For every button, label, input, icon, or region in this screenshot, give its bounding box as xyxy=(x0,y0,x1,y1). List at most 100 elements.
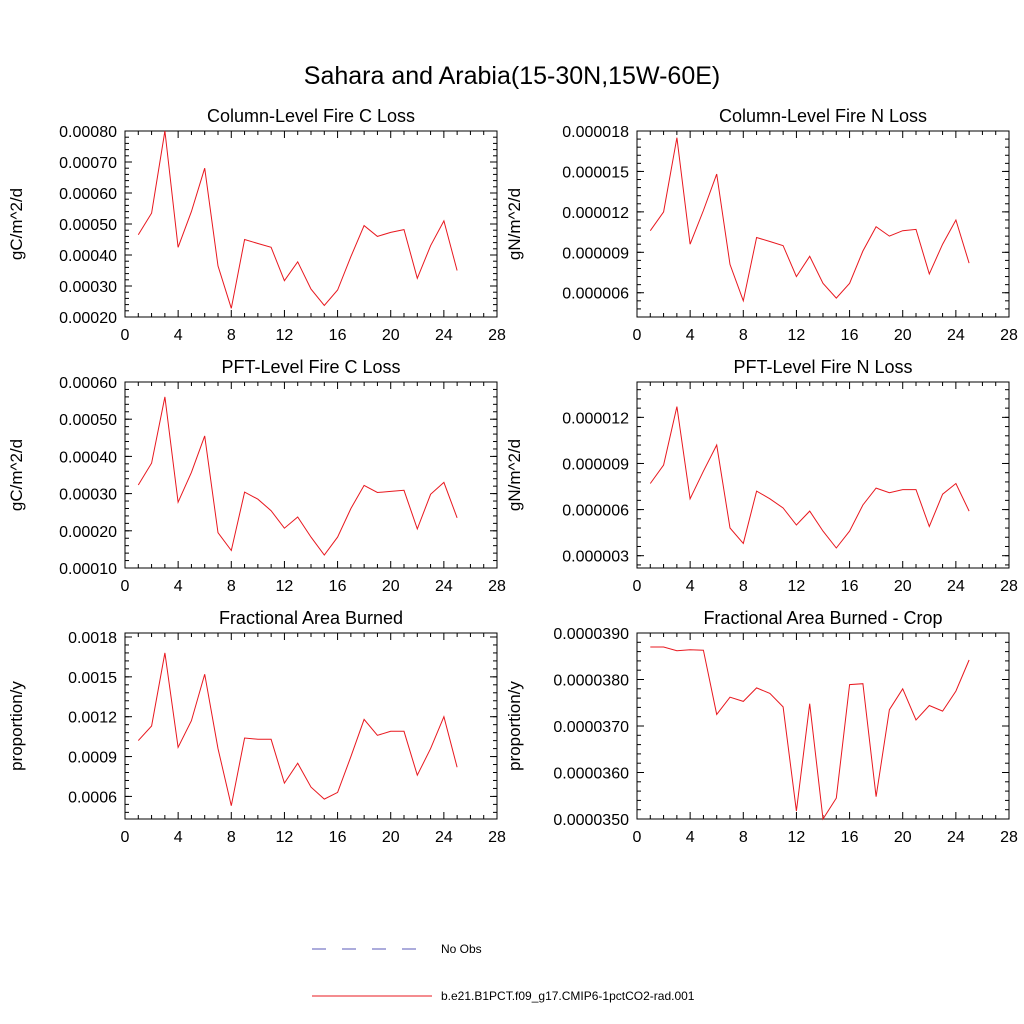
x-tick-label: 20 xyxy=(894,327,912,344)
series-line xyxy=(137,396,458,556)
y-tick-label: 0.00030 xyxy=(59,279,117,296)
panel-title: Fractional Area Burned xyxy=(219,608,403,628)
y-tick-label: 0.00050 xyxy=(59,412,117,429)
panel-title: Column-Level Fire N Loss xyxy=(719,106,927,126)
plot-frame xyxy=(124,381,498,569)
x-tick-label: 16 xyxy=(329,578,347,595)
y-tick-label: 0.0000390 xyxy=(553,626,629,643)
x-tick-label: 20 xyxy=(894,829,912,846)
y-tick-label: 0.00040 xyxy=(59,449,117,466)
chart-panel-3: 0 4 8 12 16 20 24 28 0.00010 0.00020 0.00030 0.0004… xyxy=(7,357,506,595)
x-tick-label: 0 xyxy=(121,829,130,846)
y-tick-label: 0.0009 xyxy=(68,750,117,767)
x-tick-label: 16 xyxy=(841,327,859,344)
y-tick-label: 0.00080 xyxy=(59,124,117,141)
series-line xyxy=(137,130,458,309)
y-tick-label: 0.0000380 xyxy=(553,673,629,690)
x-tick-label: 0 xyxy=(633,578,642,595)
x-tick-label: 0 xyxy=(121,578,130,595)
y-tick-label: 0.00060 xyxy=(59,186,117,203)
y-tick-label: 0.000012 xyxy=(562,205,629,222)
y-tick-label: 0.000018 xyxy=(562,124,629,141)
legend-label-model-run: b.e21.B1PCT.f09_g17.CMIP6-1pctCO2-rad.00… xyxy=(441,989,695,1003)
panel-title: Fractional Area Burned - Crop xyxy=(703,608,942,628)
chart-panel-1: 0 4 8 12 16 20 24 28 0.00020 0.00030 0.00040 0.0005… xyxy=(7,106,506,344)
y-tick-label: 0.000015 xyxy=(562,164,629,181)
x-tick-label: 4 xyxy=(174,578,183,595)
x-tick-label: 20 xyxy=(382,829,400,846)
series-line xyxy=(650,646,970,821)
x-tick-label: 8 xyxy=(739,327,748,344)
x-tick-label: 28 xyxy=(488,829,506,846)
x-tick-label: 28 xyxy=(1000,327,1018,344)
x-tick-label: 4 xyxy=(686,327,695,344)
x-tick-label: 20 xyxy=(382,327,400,344)
x-tick-label: 0 xyxy=(633,327,642,344)
y-tick-label: 0.00040 xyxy=(59,248,117,265)
x-tick-label: 12 xyxy=(788,327,806,344)
plot-frame xyxy=(636,632,1010,820)
y-tick-label: 0.00060 xyxy=(59,375,117,392)
x-tick-label: 8 xyxy=(227,327,236,344)
figure-title: Sahara and Arabia(15-30N,15W-60E) xyxy=(304,62,720,90)
y-tick-label: 0.0000350 xyxy=(553,812,629,829)
plot-frame xyxy=(636,381,1010,569)
y-tick-label: 0.0000360 xyxy=(553,766,629,783)
x-tick-label: 16 xyxy=(329,327,347,344)
chart-panel-6: 0 4 8 12 16 20 24 28 0.0000350 0.0000360 0.0000370… xyxy=(505,608,1018,846)
y-axis-label: gC/m^2/d xyxy=(7,439,26,511)
y-tick-label: 0.000006 xyxy=(562,503,629,520)
x-tick-label: 28 xyxy=(488,327,506,344)
x-tick-label: 8 xyxy=(227,829,236,846)
y-tick-label: 0.000009 xyxy=(562,456,629,473)
x-tick-label: 28 xyxy=(1000,829,1018,846)
x-tick-label: 16 xyxy=(329,829,347,846)
x-tick-label: 8 xyxy=(227,578,236,595)
y-tick-label: 0.000012 xyxy=(562,410,629,427)
x-tick-label: 8 xyxy=(739,829,748,846)
chart-panel-2: 0 4 8 12 16 20 24 28 0.000006 0.000009 0.000012 0.0… xyxy=(505,106,1018,344)
x-tick-label: 24 xyxy=(435,829,453,846)
x-tick-label: 0 xyxy=(121,327,130,344)
y-tick-label: 0.00070 xyxy=(59,155,117,172)
x-tick-label: 20 xyxy=(894,578,912,595)
legend-label-no-obs: No Obs xyxy=(441,942,482,956)
x-tick-label: 12 xyxy=(276,829,294,846)
x-tick-label: 4 xyxy=(174,829,183,846)
series-line xyxy=(649,137,970,303)
x-tick-label: 16 xyxy=(841,578,859,595)
x-tick-label: 12 xyxy=(788,829,806,846)
x-tick-label: 24 xyxy=(435,578,453,595)
x-tick-label: 4 xyxy=(686,829,695,846)
y-tick-label: 0.0012 xyxy=(68,710,117,727)
x-tick-label: 24 xyxy=(947,327,965,344)
x-tick-label: 12 xyxy=(276,327,294,344)
y-axis-label: proportion/y xyxy=(7,681,26,771)
x-tick-label: 16 xyxy=(841,829,859,846)
y-tick-label: 0.0015 xyxy=(68,670,117,687)
x-tick-label: 24 xyxy=(947,578,965,595)
x-tick-label: 12 xyxy=(276,578,294,595)
y-tick-label: 0.000006 xyxy=(562,286,629,303)
y-tick-label: 0.00050 xyxy=(59,217,117,234)
panel-title: Column-Level Fire C Loss xyxy=(207,106,415,126)
y-tick-label: 0.00010 xyxy=(59,561,117,578)
x-tick-label: 20 xyxy=(382,578,400,595)
panel-title: PFT-Level Fire C Loss xyxy=(221,357,400,377)
x-tick-label: 24 xyxy=(947,829,965,846)
chart-panels: 0 4 8 12 16 20 24 28 0.00020 0.00030 0.00040 0.0005… xyxy=(7,106,1018,846)
y-axis-label: gN/m^2/d xyxy=(505,439,524,511)
y-tick-label: 0.0018 xyxy=(68,630,117,647)
legend: No Obs b.e21.B1PCT.f09_g17.CMIP6-1pctCO2… xyxy=(312,942,695,1003)
x-tick-label: 24 xyxy=(435,327,453,344)
chart-panel-4: 0 4 8 12 16 20 24 28 0.000003 0.000006 0.000009 0.0… xyxy=(505,357,1018,595)
chart-panel-5: 0 4 8 12 16 20 24 28 0.0006 0.0009 0.0012 0.0015 0.0… xyxy=(7,608,506,846)
y-tick-label: 0.00020 xyxy=(59,524,117,541)
x-tick-label: 28 xyxy=(1000,578,1018,595)
y-axis-label: gN/m^2/d xyxy=(505,188,524,260)
y-tick-label: 0.00020 xyxy=(59,310,117,327)
y-tick-label: 0.000009 xyxy=(562,245,629,262)
x-tick-label: 0 xyxy=(633,829,642,846)
panel-title: PFT-Level Fire N Loss xyxy=(733,357,912,377)
